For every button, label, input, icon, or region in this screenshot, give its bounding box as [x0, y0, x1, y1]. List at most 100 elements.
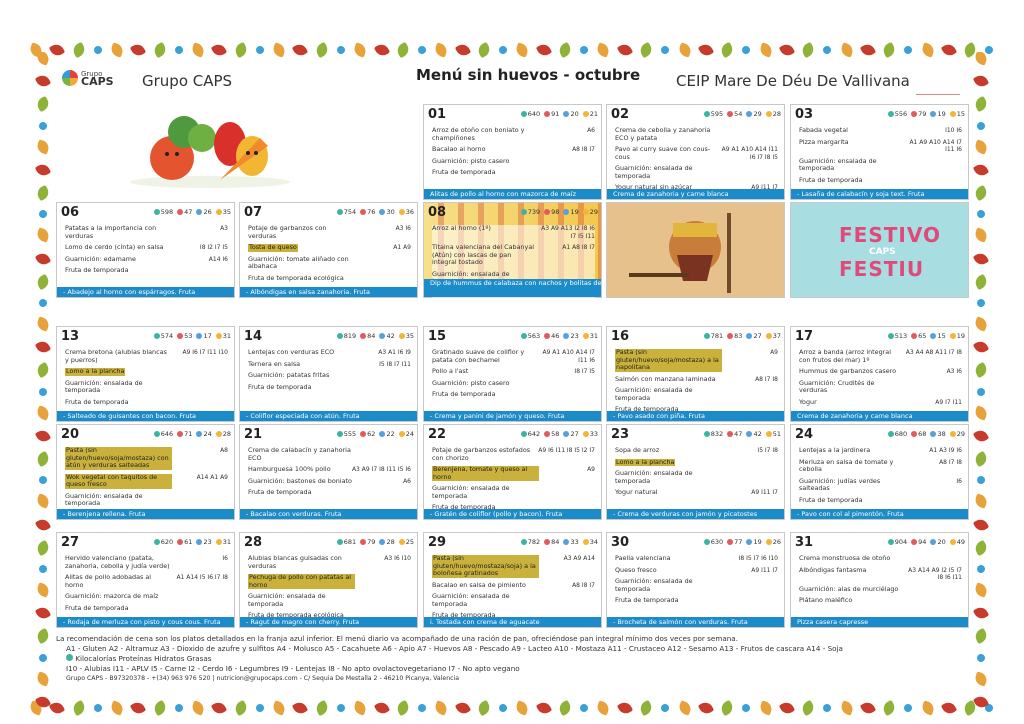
kcal-number: 563: [527, 332, 541, 340]
dish-item: Guarnición: ensalada de temporada: [432, 484, 595, 500]
decorative-border-bottom: [30, 698, 994, 718]
protein-value: 79: [360, 538, 375, 546]
day-cell-07: 07 754 76 30 36 Potaje de garbanzos con verdu…: [239, 202, 418, 298]
day-cell-20: 20 646 71 24 28 Pasta (sin gluten/huevo/soja/…: [56, 424, 235, 520]
protein-value: 71: [177, 430, 192, 438]
fat-icon: [949, 333, 956, 339]
protein-icon: [177, 333, 184, 339]
carbs-icon: [930, 431, 937, 437]
leaf-icon: [973, 405, 989, 421]
dish-item: Patatas a la importancia con verduras A3: [65, 224, 228, 240]
kcal-number: 739: [527, 208, 541, 216]
day-cell-29: 29 782 84 33 34 Pasta (sin gluten/huevo/mosta…: [423, 532, 602, 628]
carbs-value: 15: [930, 332, 946, 340]
dish-item: Wok vegetal con taquitos de queso fresco…: [65, 473, 228, 489]
fat-value: 49: [949, 538, 965, 546]
legend-notes: La recomendación de cena son los platos …: [56, 634, 970, 684]
dish-name: Crema monstruosa de otoño: [799, 554, 891, 562]
dish-name: Hamburguesa 100% pollo: [248, 465, 331, 473]
leaf-icon: [34, 628, 52, 645]
dish-item: Potaje de garbanzos con verduras A3 I6: [248, 224, 411, 240]
leaf-icon: [313, 41, 330, 59]
nutrition-info: 620 61 23 31: [153, 538, 231, 546]
carbs-value: 19: [746, 538, 762, 546]
protein-value: 91: [544, 110, 559, 118]
fat-number: 28: [222, 430, 231, 438]
dish-name: Berenjena, tomate y queso al horno: [432, 465, 539, 481]
kcal-number: 832: [710, 430, 724, 438]
protein-number: 46: [551, 332, 560, 340]
day-cell-13: 13 574 53 17 31 Crema bretona (alubias blanca…: [56, 326, 235, 422]
fat-icon: [398, 431, 405, 437]
dish-list: Crema monstruosa de otoño Albóndigas fant…: [799, 554, 962, 609]
dish-name: Wok vegetal con taquitos de queso fresco: [65, 473, 172, 489]
leaf-icon: [880, 699, 898, 717]
dish-item: Tosta de queso A1 A9: [248, 243, 411, 252]
dish-list: Paella valenciana I8 I5 I7 I6 I10 Queso fr…: [615, 554, 778, 609]
kcal-number: 555: [343, 430, 357, 438]
protein-icon: [544, 209, 551, 215]
day-cell-08: 08 739 98 19 29 Arroz al horno (1º) A3 A9 A13 …: [423, 202, 602, 301]
leaf-icon: [778, 699, 796, 717]
dish-item: Fruta de temporada: [65, 604, 228, 613]
dish-name: Guarnición: edamame: [65, 254, 136, 263]
leaf-icon: [313, 699, 330, 717]
dish-name: Ternera en salsa: [248, 359, 301, 368]
dish-name: Crema bretona (alubias blancas y puerros…: [65, 348, 167, 364]
leaf-icon: [697, 699, 714, 717]
nutrition-info: 904 94 20 49: [887, 538, 965, 546]
protein-value: 83: [727, 332, 742, 340]
allergen-codes: I10 I6: [945, 127, 962, 134]
leaf-icon: [35, 671, 51, 687]
protein-icon: [360, 431, 367, 437]
carbs-value: 26: [196, 208, 212, 216]
allergen-codes: A3 I6: [946, 368, 962, 375]
leaf-icon: [757, 42, 774, 58]
nutrition-info: 513 65 15 19: [887, 332, 965, 340]
dish-item: Titaina valenciana del Cabanyal (Atún) c…: [432, 243, 595, 267]
leaf-icon: [394, 699, 411, 717]
allergen-codes: A1 A14 I5 I6 I7 I8: [176, 574, 228, 581]
carbs-icon: [563, 431, 570, 437]
allergen-codes: A1 A9: [393, 244, 411, 251]
dish-name: Lentejas a la jardinera: [799, 446, 871, 454]
allergen-codes: A8 I7 I8: [755, 375, 778, 383]
leaf-icon: [173, 44, 184, 56]
carbs-number: 20: [570, 110, 579, 118]
fat-value: 35: [398, 332, 414, 340]
allergen-codes: I8 I7 I5: [574, 368, 595, 375]
nutrition-info: 646 71 24 28: [153, 430, 231, 438]
leaf-icon: [975, 475, 987, 486]
day-number: 23: [611, 427, 630, 442]
dish-item: Guarnición: edamame A14 I6: [65, 254, 228, 264]
protein-icon: [911, 431, 918, 437]
dish-item: Pasta (sin gluten/huevo/soja/mostaza) co…: [65, 446, 228, 470]
leaf-icon: [741, 702, 752, 714]
leaf-icon: [799, 41, 817, 59]
leaf-icon: [660, 44, 671, 56]
dinner-recommendation: Crema de zanahoria y carne blanca: [607, 189, 784, 199]
allergen-codes: A3: [220, 225, 228, 232]
dinner-recommendation: Crema de zanahoria y carne blanca: [791, 411, 968, 421]
allergen-codes: A3 I6 I10: [384, 555, 411, 562]
dish-item: Fruta de temporada: [432, 611, 595, 620]
protein-number: 65: [918, 332, 927, 340]
protein-icon: [177, 209, 184, 215]
dish-name: Fabada vegetal: [799, 126, 848, 134]
dish-item: Guarnición: bastones de boniato A6: [248, 477, 411, 486]
carbs-icon: [563, 111, 570, 117]
holiday-label-va: FESTIU: [839, 257, 925, 281]
day-number: 31: [795, 535, 814, 550]
fat-value: 21: [582, 110, 598, 118]
leaf-icon: [35, 405, 51, 421]
fat-icon: [398, 209, 405, 215]
dish-item: Guarnición: ensalada de temporada: [615, 164, 778, 180]
kcal-number: 642: [527, 430, 541, 438]
leaf-icon: [975, 297, 987, 309]
allergen-codes: A9 I11 I7: [751, 489, 778, 496]
dish-name: Fruta de temporada ecológica: [248, 273, 344, 282]
allergen-codes: A8 I8 I7: [572, 581, 595, 589]
day-number: 03: [795, 107, 814, 122]
allergen-codes: A1 A9 A10 A14 I7 I11 I6: [909, 138, 962, 154]
dish-item: Pasta (sin gluten/huevo/soja/mostaza) a …: [615, 348, 778, 372]
